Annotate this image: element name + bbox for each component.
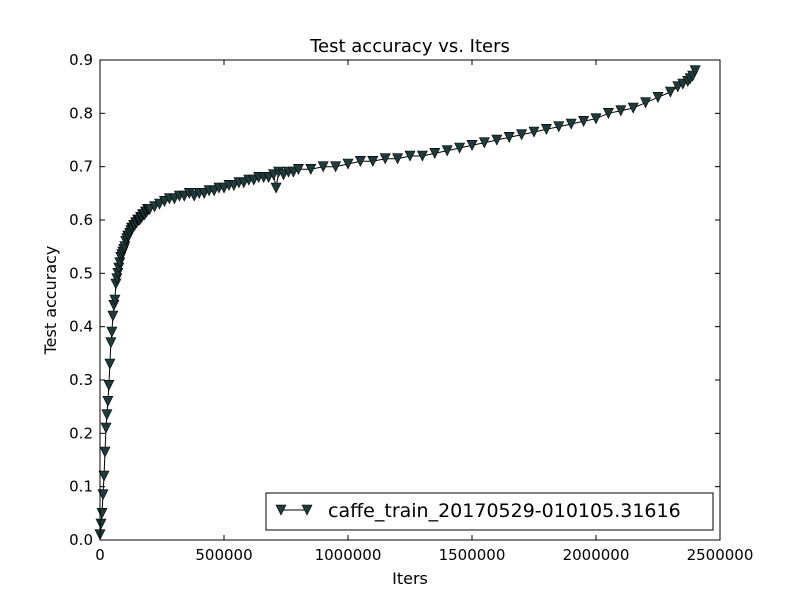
- x-axis-label: Iters: [392, 569, 428, 588]
- data-point-marker: [109, 294, 121, 306]
- data-point-marker: [379, 153, 391, 165]
- plot-frame: [99, 59, 721, 541]
- data-point-marker: [441, 145, 453, 157]
- data-point-marker: [95, 518, 107, 530]
- y-tick-label: 0.3: [69, 371, 93, 389]
- legend-marker-left: [275, 504, 287, 516]
- data-point-marker: [689, 65, 701, 77]
- data-point-marker: [454, 142, 466, 154]
- data-point-marker: [104, 358, 116, 370]
- y-tick-label: 0.6: [69, 211, 93, 229]
- data-point-marker: [354, 156, 366, 167]
- legend: caffe_train_20170529-010105.31616: [265, 492, 714, 531]
- data-point-marker: [627, 102, 639, 114]
- data-point-marker: [107, 310, 119, 322]
- y-tick-label: 0.2: [69, 424, 93, 442]
- y-tick-label: 0.7: [69, 158, 93, 176]
- data-point-marker: [98, 470, 110, 482]
- y-tick-label: 0.4: [69, 318, 93, 336]
- data-point-marker: [342, 158, 354, 170]
- data-point-marker: [429, 148, 441, 159]
- y-axis-label: Test accuracy: [41, 246, 60, 356]
- y-tick-label: 0.9: [69, 51, 93, 69]
- data-point-marker: [602, 108, 614, 119]
- data-point-marker: [478, 137, 490, 149]
- data-point-marker: [553, 121, 565, 133]
- data-point-marker: [99, 446, 111, 458]
- data-point-marker: [565, 118, 577, 130]
- data-point-marker: [367, 156, 379, 167]
- data-point-marker: [640, 97, 652, 109]
- data-point-marker: [652, 92, 664, 103]
- data-point-marker: [317, 161, 329, 173]
- x-tick-label: 1000000: [315, 546, 382, 564]
- data-point-marker: [105, 337, 117, 349]
- data-point-marker: [615, 105, 627, 117]
- data-point-marker: [330, 161, 342, 173]
- data-point-marker: [270, 182, 282, 194]
- y-tick-label: 0.1: [69, 478, 93, 496]
- series-marks: [94, 65, 701, 541]
- legend-series-label: caffe_train_20170529-010105.31616: [328, 500, 681, 522]
- plot-area: [100, 60, 720, 540]
- data-point-marker: [664, 86, 676, 98]
- data-point-marker: [292, 164, 304, 175]
- data-point-marker: [590, 113, 602, 125]
- chart-title: Test accuracy vs. Iters: [309, 36, 510, 57]
- data-point-marker: [305, 164, 317, 175]
- data-point-marker: [392, 153, 404, 165]
- data-point-marker: [102, 395, 114, 407]
- data-point-marker: [491, 134, 503, 146]
- data-point-marker: [101, 409, 113, 421]
- data-point-marker: [578, 116, 590, 127]
- data-point-marker: [528, 126, 540, 138]
- y-tick-label: 0.0: [69, 531, 93, 549]
- data-point-marker: [503, 132, 515, 143]
- data-point-marker: [404, 150, 416, 162]
- legend-box: [265, 492, 714, 531]
- data-point-marker: [540, 124, 552, 135]
- x-tick-label: 2000000: [563, 546, 630, 564]
- data-point-marker: [466, 140, 478, 151]
- data-point-marker: [416, 150, 428, 162]
- data-point-marker: [106, 326, 118, 338]
- x-tick-label: 500000: [195, 546, 252, 564]
- data-point-marker: [516, 129, 528, 141]
- x-tick-label: 2500000: [687, 546, 754, 564]
- legend-marker-right: [301, 504, 313, 516]
- data-point-marker: [100, 422, 112, 434]
- data-point-marker: [103, 379, 115, 391]
- y-tick-label: 0.5: [69, 264, 93, 282]
- y-tick-label: 0.8: [69, 104, 93, 122]
- x-tick-label: 0: [95, 546, 105, 564]
- axis-ticks: 0 500000 1000000 1500000 2000000 2500000 0.0 0.…: [69, 51, 753, 564]
- x-tick-label: 1500000: [439, 546, 506, 564]
